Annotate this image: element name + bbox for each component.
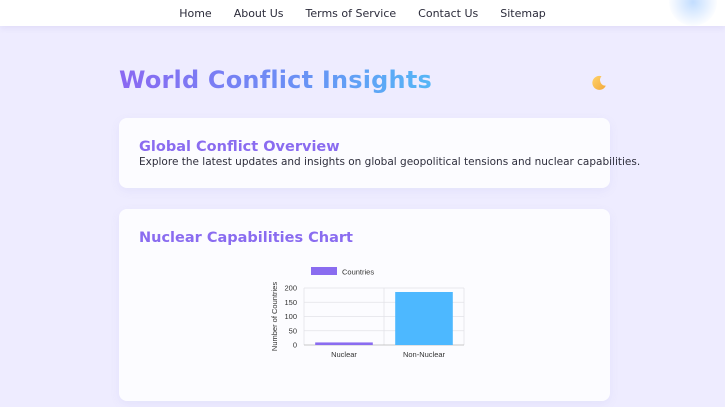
x-tick-label: Non-Nuclear <box>403 350 446 359</box>
x-tick-label: Nuclear <box>331 350 357 359</box>
bar-nuclear <box>315 342 373 345</box>
nav-contact-link[interactable]: Contact Us <box>418 6 479 20</box>
nav-about-link[interactable]: About Us <box>233 6 284 20</box>
nav-home-link[interactable]: Home <box>179 6 212 20</box>
overview-title: Global Conflict Overview <box>139 139 340 155</box>
chart-card: Nuclear Capabilities Chart Countries 0 50 1… <box>119 209 610 401</box>
y-tick-label: 100 <box>284 312 297 321</box>
moon-icon <box>592 75 606 90</box>
overview-description: Explore the latest updates and insights … <box>139 156 641 168</box>
overview-card: Global Conflict Overview Explore the lat… <box>119 118 640 188</box>
legend-label-countries: Countries <box>342 268 374 277</box>
bar-non-nuclear <box>395 291 453 345</box>
y-tick-label: 150 <box>284 298 297 307</box>
chart-section-title: Nuclear Capabilities Chart <box>139 230 353 246</box>
top-navigation: Home About Us Terms of Service Contact U… <box>0 0 725 26</box>
nav-terms-link[interactable]: Terms of Service <box>305 6 397 20</box>
y-axis-label: Number of Countries <box>270 282 279 351</box>
y-tick-label: 0 <box>293 341 297 350</box>
y-tick-label: 200 <box>284 284 297 293</box>
nuclear-capabilities-chart: Countries 0 50 100 150 200 Nuclear Non-Nuclear N… <box>270 267 465 359</box>
legend-swatch-countries <box>311 267 337 275</box>
y-tick-label: 50 <box>289 326 297 335</box>
page-title: World Conflict Insights <box>119 66 432 94</box>
nav-sitemap-link[interactable]: Sitemap <box>500 6 546 20</box>
theme-toggle-button[interactable] <box>590 74 608 92</box>
